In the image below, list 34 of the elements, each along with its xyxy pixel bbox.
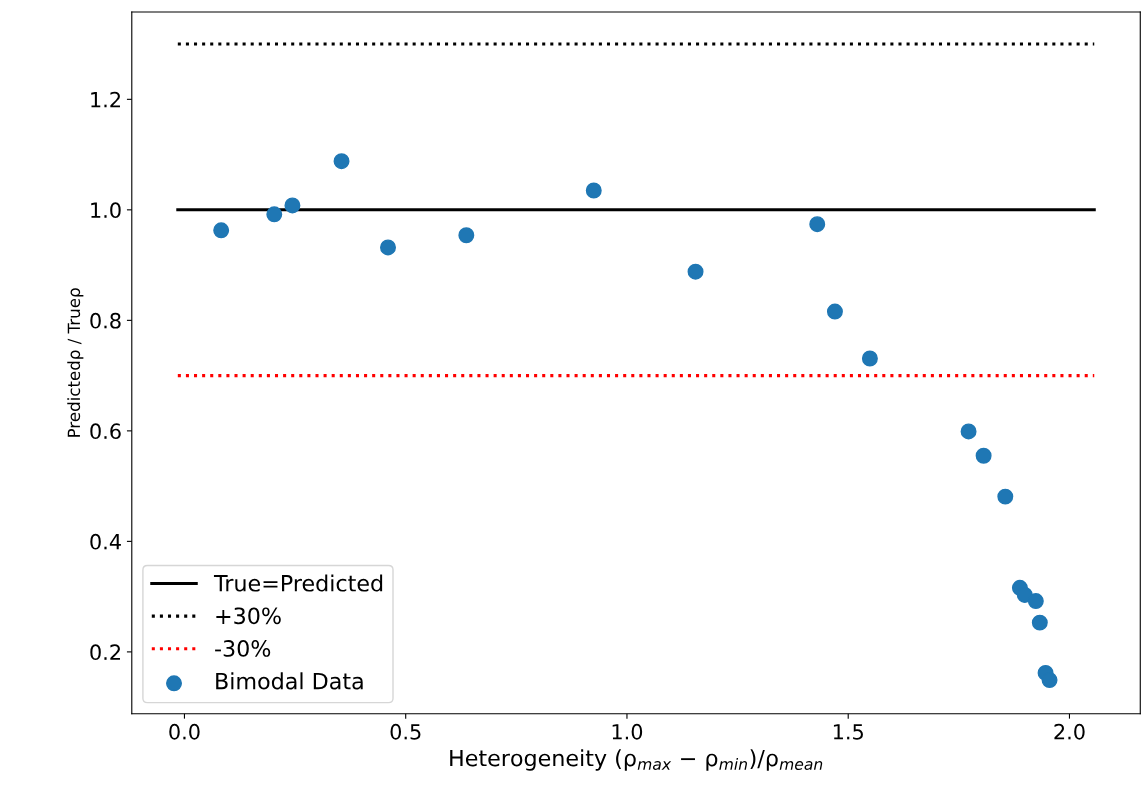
x-tick-label: 1.0	[612, 723, 643, 740]
legend-label: -30%	[215, 640, 271, 657]
point	[975, 447, 992, 464]
point	[266, 206, 283, 223]
y-tick-label: 1.0	[91, 202, 121, 219]
legend-label: +30%	[216, 607, 281, 625]
y-tick-label: 0.6	[90, 423, 121, 440]
point	[284, 197, 301, 214]
point	[1031, 614, 1048, 631]
legend-label: Bimodal Data	[216, 672, 363, 690]
legend-label: True=Predicted	[213, 574, 383, 592]
point	[826, 303, 843, 320]
point	[380, 239, 396, 256]
point	[458, 227, 475, 244]
x-tick-label: 2.0	[1054, 723, 1085, 740]
x-tick-label: 1.5	[833, 724, 863, 740]
point	[809, 216, 826, 233]
point	[687, 263, 704, 280]
y-tick-label: 0.2	[90, 644, 120, 661]
point	[997, 488, 1014, 505]
point	[1027, 593, 1044, 610]
point	[960, 423, 977, 440]
point	[585, 182, 602, 199]
y-axis-title: Predictedρ / Trueρ	[67, 288, 84, 437]
x-axis-title: Heterogeneity (ρ$_{max}$ − ρ$_{min}$)/ρ$_{mean}$	[450, 749, 823, 771]
point	[213, 222, 230, 239]
point	[333, 153, 350, 170]
y-tick-label: 0.8	[90, 312, 121, 329]
point	[861, 350, 878, 367]
point	[1041, 672, 1058, 689]
y-tick-label: 1.2	[91, 91, 120, 108]
x-tick-label: 0.5	[390, 723, 421, 740]
x-tick-label: 0.0	[169, 723, 200, 740]
y-tick-label: 0.4	[90, 533, 121, 550]
